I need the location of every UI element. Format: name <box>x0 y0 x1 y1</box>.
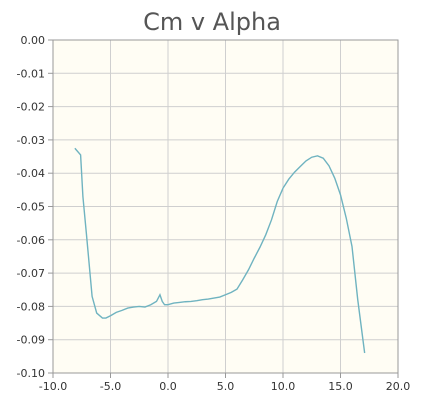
y-tick-label: -0.09 <box>17 334 45 347</box>
y-tick-label: -0.07 <box>17 267 45 280</box>
y-tick-label: -0.03 <box>17 134 45 147</box>
cm-series-line <box>74 147 366 354</box>
x-tick-label: -5.0 <box>100 380 121 393</box>
y-tick-label: -0.10 <box>17 367 45 380</box>
y-tick-label: -0.04 <box>17 167 45 180</box>
y-tick-label: -0.02 <box>17 101 45 114</box>
y-tick-label: -0.06 <box>17 234 45 247</box>
x-tick-label: 5.0 <box>217 380 235 393</box>
x-tick-label: 20.0 <box>386 380 411 393</box>
x-tick-label: -10.0 <box>39 380 67 393</box>
y-tick-label: 0.00 <box>21 34 46 47</box>
plot-border <box>52 39 399 374</box>
x-tick-label: 0.0 <box>159 380 177 393</box>
x-tick-label: 15.0 <box>328 380 353 393</box>
chart-title: Cm v Alpha <box>143 8 281 36</box>
y-tick-label: -0.05 <box>17 201 45 214</box>
y-tick-label: -0.08 <box>17 300 45 313</box>
y-tick-label: -0.01 <box>17 67 45 80</box>
tick-label-layer: -10.0 -5.0 0.0 5.0 10.0 15.0 20.0 0.00 -0.01 -0.0… <box>17 34 411 393</box>
x-tick-label: 10.0 <box>271 380 296 393</box>
